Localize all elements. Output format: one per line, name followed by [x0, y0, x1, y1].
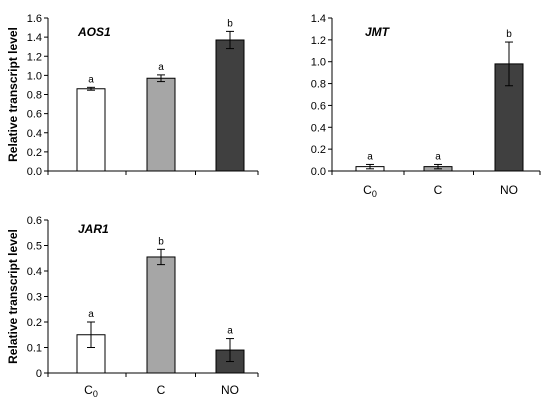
- jmt-significance-no: b: [506, 29, 512, 40]
- jar1-gene-title: JAR1: [78, 222, 109, 236]
- jmt-category-label-c0: C0: [363, 183, 377, 199]
- jar1-significance-no: a: [227, 326, 233, 337]
- aos1-y-tick-label: 1.2: [27, 51, 42, 63]
- jmt-y-tick-label: 1.0: [311, 57, 326, 69]
- jar1-y-tick-label: 0.6: [27, 215, 42, 227]
- jar1-category-label-c: C: [157, 383, 166, 397]
- jar1-y-tick-label: 0.5: [27, 241, 42, 253]
- aos1-y-tick-label: 1.4: [27, 32, 42, 44]
- aos1-bar-c: [146, 77, 176, 172]
- aos1-y-tick-label: 0.4: [27, 128, 42, 140]
- jar1-y-tick-label: 0.3: [27, 292, 42, 304]
- chart-jar1: 0 0.1 0.2 0.3 0.4 0.5 0.6 a b a C0 C NO JAR1 Relative …: [6, 215, 259, 399]
- jar1-y-tick-label: 0.2: [27, 317, 42, 329]
- aos1-significance-no: b: [227, 18, 233, 29]
- jmt-category-label-no: NO: [500, 183, 518, 197]
- jmt-y-tick-label: 0.0: [311, 166, 326, 178]
- jar1-y-tick-label: 0.1: [27, 343, 42, 355]
- aos1-y-axis-label: Relative transcript level: [6, 27, 20, 162]
- jmt-y-tick-label: 0.8: [311, 79, 326, 91]
- jar1-y-axis-label: Relative transcript level: [6, 229, 20, 364]
- jar1-category-label-c0: C0: [84, 383, 98, 399]
- jmt-category-label-c: C: [434, 183, 443, 197]
- jar1-significance-c0: a: [88, 309, 94, 320]
- jmt-y-tick-label: 0.4: [311, 122, 326, 134]
- aos1-gene-title: AOS1: [77, 25, 111, 39]
- aos1-y-tick-label: 0.6: [27, 109, 42, 121]
- aos1-bar-no: [215, 39, 245, 172]
- jmt-y-tick-label: 0.6: [311, 100, 326, 112]
- jmt-y-tick-label: 1.2: [311, 35, 326, 47]
- jmt-significance-c: a: [435, 151, 441, 162]
- chart-aos1: 0.0 0.2 0.4 0.6 0.8 1.0 1.2 1.4 1.6 a a b AOS1 Relati…: [6, 13, 259, 178]
- aos1-significance-c0: a: [88, 74, 94, 85]
- jmt-y-tick-label: 0.2: [311, 144, 326, 156]
- aos1-significance-c: a: [158, 62, 164, 73]
- jar1-significance-c: b: [158, 236, 164, 247]
- aos1-y-tick-label: 0.8: [27, 90, 42, 102]
- aos1-y-tick-label: 1.0: [27, 70, 42, 82]
- jar1-y-tick-label: 0: [36, 368, 42, 380]
- jmt-gene-title: JMT: [365, 25, 391, 39]
- jar1-bar-c: [146, 256, 176, 374]
- aos1-y-tick-label: 0.2: [27, 147, 42, 159]
- aos1-bar-c0: [76, 88, 106, 172]
- jmt-significance-c0: a: [367, 151, 373, 162]
- aos1-y-tick-label: 1.6: [27, 13, 42, 25]
- aos1-y-tick-label: 0.0: [27, 166, 42, 178]
- jmt-y-tick-label: 1.4: [311, 13, 326, 25]
- jar1-category-label-no: NO: [221, 383, 239, 397]
- jar1-y-tick-label: 0.4: [27, 266, 42, 278]
- chart-jmt: 0.0 0.2 0.4 0.6 0.8 1.0 1.2 1.4 a a b C0 C NO JMT: [311, 13, 541, 199]
